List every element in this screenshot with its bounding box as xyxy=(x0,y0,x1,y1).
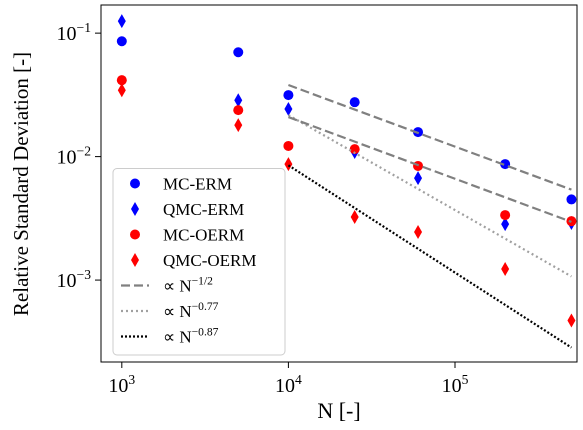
y-tick-label: 10−2 xyxy=(57,144,92,169)
data-point xyxy=(283,90,294,101)
data-point xyxy=(233,105,244,116)
data-point xyxy=(117,83,126,98)
data-point xyxy=(414,171,423,186)
data-point xyxy=(234,93,243,108)
legend-box xyxy=(112,168,286,356)
data-point xyxy=(283,140,294,151)
legend-handle xyxy=(130,178,140,189)
legend-label: ∝ N−0.77 xyxy=(163,300,219,321)
data-point xyxy=(414,225,423,240)
data-point xyxy=(567,313,576,328)
plot-frame xyxy=(100,4,578,363)
data-point xyxy=(233,47,244,58)
data-point xyxy=(350,210,359,225)
legend-label: QMC-OERM xyxy=(163,251,257,270)
data-point xyxy=(566,194,577,205)
legend-label: MC-ERM xyxy=(163,175,232,194)
data-point xyxy=(116,75,127,86)
x-tick-label: 103 xyxy=(108,372,135,397)
legend-label: ∝ N−1/2 xyxy=(163,275,213,296)
reference-line xyxy=(288,116,572,223)
legend-label: ∝ N−0.87 xyxy=(163,326,219,347)
data-point xyxy=(116,36,127,47)
data-point xyxy=(501,217,510,232)
x-axis-label: N [-] xyxy=(317,398,360,423)
legend-label: QMC-ERM xyxy=(163,200,244,219)
data-point xyxy=(234,118,243,133)
data-point xyxy=(501,261,510,276)
y-tick-label: 10−1 xyxy=(57,20,91,45)
data-point xyxy=(349,97,360,108)
legend-handle xyxy=(130,229,140,240)
data-point xyxy=(500,210,511,221)
y-axis-label: Relative Standard Deviation [-] xyxy=(9,52,33,316)
data-point xyxy=(349,144,360,155)
reference-line xyxy=(288,83,572,191)
legend-handle xyxy=(131,202,139,216)
legend-label: MC-OERM xyxy=(163,226,244,245)
legend-handle xyxy=(131,253,139,267)
x-tick-label: 104 xyxy=(275,372,302,397)
y-tick-label: 10−3 xyxy=(57,267,92,292)
x-tick-label: 105 xyxy=(442,372,469,397)
data-point xyxy=(284,101,293,116)
data-point xyxy=(500,159,511,170)
data-point xyxy=(284,157,293,172)
reference-line xyxy=(287,164,573,349)
reference-line xyxy=(287,114,572,278)
data-point xyxy=(117,14,126,29)
